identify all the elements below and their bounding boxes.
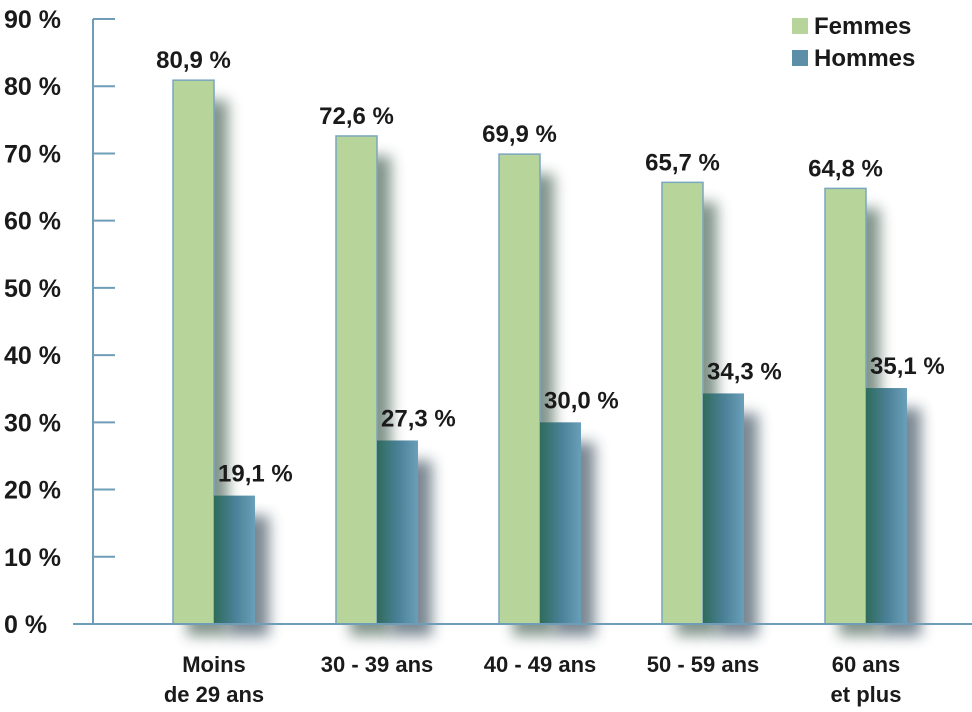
y-tick-label: 10 % bbox=[4, 544, 61, 572]
y-tick-label: 40 % bbox=[4, 342, 61, 370]
bar-hommes bbox=[540, 422, 581, 624]
category-label: 30 - 39 ans bbox=[321, 652, 434, 677]
legend-swatch-femmes bbox=[792, 18, 808, 34]
category-label: Moins bbox=[182, 652, 246, 677]
value-label-hommes: 27,3 % bbox=[381, 405, 456, 432]
value-label-femmes: 69,9 % bbox=[482, 121, 557, 148]
bar-femmes bbox=[335, 135, 378, 625]
y-tick-label: 20 % bbox=[4, 477, 61, 505]
bar-femmes bbox=[824, 187, 867, 625]
bar-hommes bbox=[377, 440, 418, 624]
y-tick-label: 30 % bbox=[4, 409, 61, 437]
category-label: et plus bbox=[831, 682, 902, 707]
value-labels: 80,9 % 19,1 % Moins de 29 ans 72,6 % 27,3 % 30… bbox=[156, 47, 945, 707]
y-axis: 0 % 10 % 20 % 30 % 40 % 50 % 60 % 70 % 80 % 90 % bbox=[4, 6, 972, 639]
value-label-femmes: 65,7 % bbox=[645, 149, 720, 176]
value-label-hommes: 35,1 % bbox=[870, 353, 945, 380]
bar-hommes bbox=[866, 388, 907, 624]
y-tick-label: 90 % bbox=[4, 6, 61, 34]
y-tick-label: 60 % bbox=[4, 208, 61, 236]
bar-hommes bbox=[703, 393, 744, 624]
bar-hommes bbox=[214, 495, 255, 624]
legend: Femmes Hommes bbox=[792, 13, 915, 72]
legend-swatch-hommes bbox=[792, 50, 808, 66]
bar-femmes bbox=[172, 79, 215, 625]
value-label-femmes: 72,6 % bbox=[319, 103, 394, 130]
y-tick-label: 0 % bbox=[4, 611, 47, 639]
category-label: de 29 ans bbox=[164, 682, 264, 707]
bar-femmes bbox=[498, 153, 541, 625]
y-tick-label: 50 % bbox=[4, 275, 61, 303]
category-label: 60 ans bbox=[832, 652, 901, 677]
category-label: 40 - 49 ans bbox=[484, 652, 597, 677]
y-tick-label: 70 % bbox=[4, 140, 61, 168]
value-label-hommes: 30,0 % bbox=[544, 387, 619, 414]
value-label-femmes: 80,9 % bbox=[156, 47, 231, 74]
bar-femmes bbox=[661, 181, 704, 625]
legend-label-hommes: Hommes bbox=[814, 45, 915, 72]
value-label-hommes: 19,1 % bbox=[218, 461, 293, 488]
y-tick-label: 80 % bbox=[4, 73, 61, 101]
value-label-femmes: 64,8 % bbox=[808, 155, 883, 182]
category-label: 50 - 59 ans bbox=[647, 652, 760, 677]
bars bbox=[172, 79, 907, 625]
legend-label-femmes: Femmes bbox=[814, 13, 911, 40]
value-label-hommes: 34,3 % bbox=[707, 358, 782, 385]
